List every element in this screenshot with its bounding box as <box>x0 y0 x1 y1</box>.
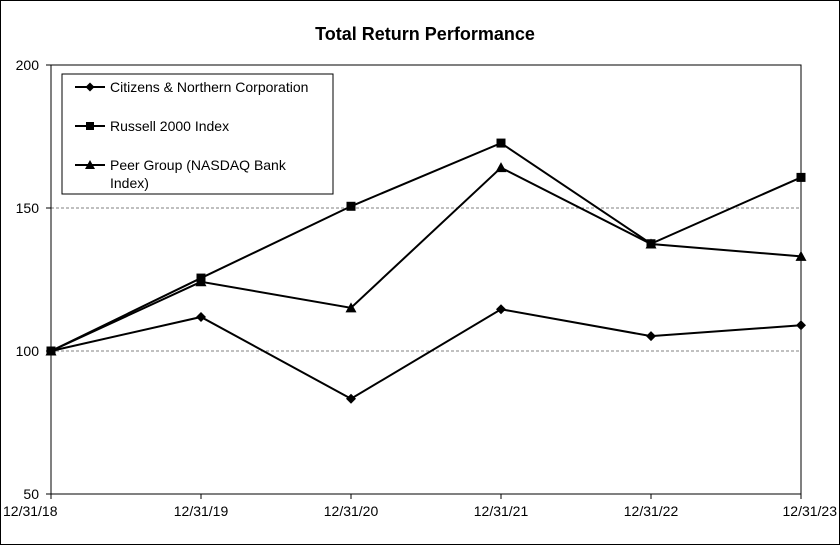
chart-title: Total Return Performance <box>315 24 535 44</box>
y-tick-label: 100 <box>16 343 40 359</box>
legend-label-peer-line1: Peer Group (NASDAQ Bank <box>110 157 287 173</box>
square-marker <box>796 172 806 182</box>
x-tick-label: 12/31/20 <box>324 503 379 519</box>
triangle-marker <box>495 162 507 173</box>
legend-label-citizens: Citizens & Northern Corporation <box>110 79 308 95</box>
series-3 <box>45 162 807 356</box>
gridlines <box>51 207 801 352</box>
legend-triangle-marker <box>85 160 95 169</box>
series-line <box>50 141 802 352</box>
y-tick-label: 50 <box>23 486 39 502</box>
triangle-marker <box>795 250 807 261</box>
legend-entry-citizens: Citizens & Northern Corporation <box>75 79 308 95</box>
square-marker <box>496 138 506 148</box>
triangle-marker <box>45 345 57 356</box>
legend-label-russell: Russell 2000 Index <box>110 118 229 134</box>
x-tick-label: 12/31/21 <box>474 503 529 519</box>
diamond-marker <box>646 331 656 342</box>
legend-label-peer-line2: Index) <box>110 175 149 191</box>
x-tick-label: 12/31/18 <box>3 503 58 519</box>
legend-entry-russell: Russell 2000 Index <box>75 118 229 134</box>
x-tick-label: 12/31/23 <box>783 503 838 519</box>
legend-entry-peer: Peer Group (NASDAQ Bank Index) <box>75 157 287 191</box>
series-line <box>50 308 802 400</box>
y-tick-label: 200 <box>16 57 40 73</box>
y-tick-label: 150 <box>16 200 40 216</box>
diamond-marker <box>346 393 356 404</box>
diamond-marker <box>796 320 806 331</box>
x-axis-ticks: 12/31/18 12/31/19 12/31/20 12/31/21 12/31/22… <box>3 494 837 519</box>
triangle-marker <box>645 238 657 249</box>
legend-square-marker <box>86 122 94 130</box>
triangle-marker <box>345 302 357 313</box>
x-tick-label: 12/31/19 <box>174 503 229 519</box>
plot-area <box>50 64 802 495</box>
x-tick-label: 12/31/22 <box>624 503 679 519</box>
series-line <box>50 166 802 352</box>
legend: Citizens & Northern Corporation Russell … <box>61 73 334 195</box>
legend-box <box>61 73 334 195</box>
legend-diamond-marker <box>85 82 95 92</box>
series-lines <box>45 138 807 404</box>
square-marker <box>346 201 356 211</box>
diamond-marker <box>496 304 506 315</box>
diamond-marker <box>196 311 206 322</box>
y-axis-ticks: 50 100 150 200 <box>16 57 51 502</box>
series-1 <box>46 304 806 404</box>
triangle-marker <box>195 276 207 287</box>
